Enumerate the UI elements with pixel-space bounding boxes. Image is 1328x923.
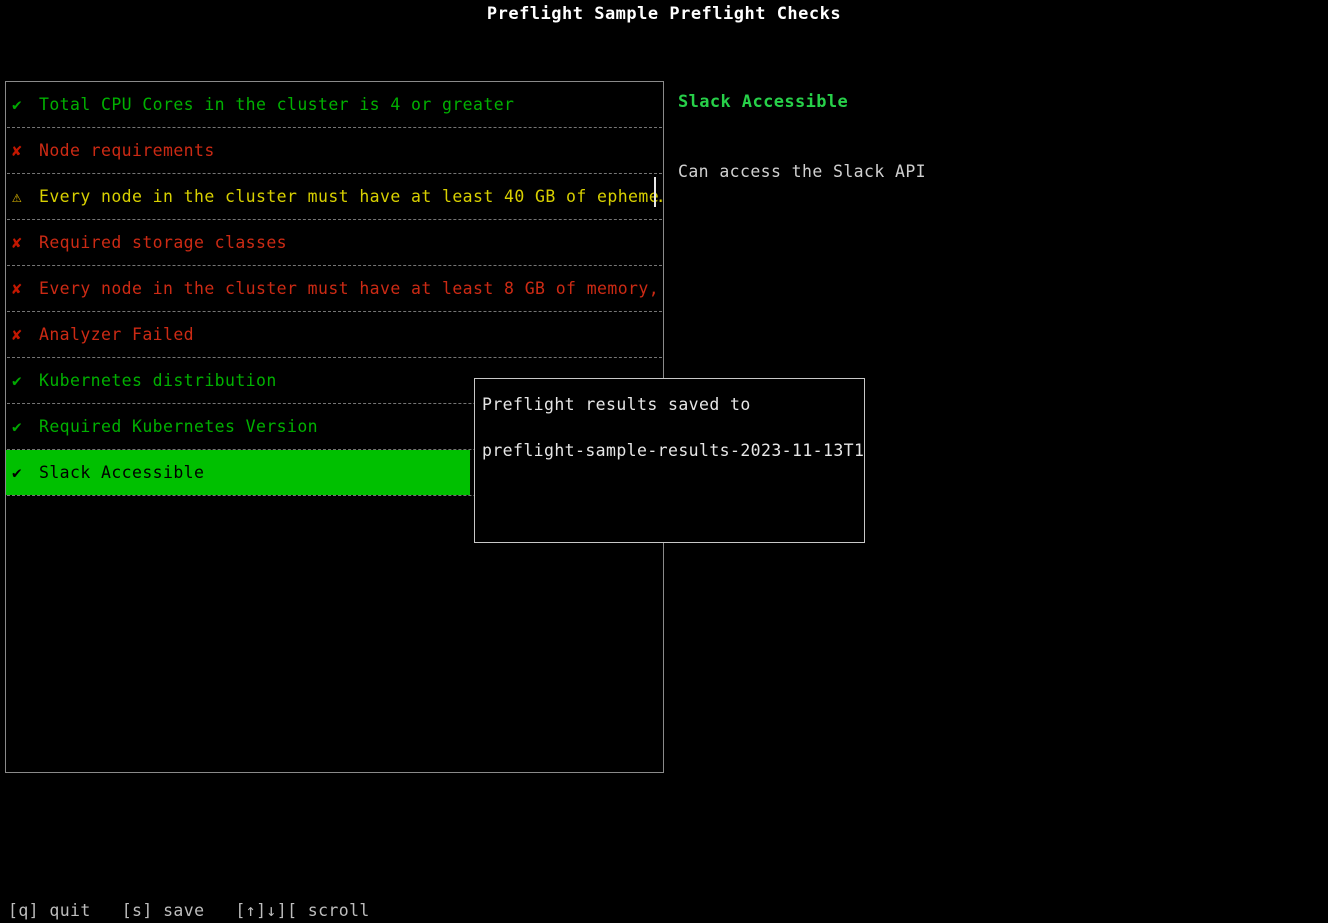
cross-icon: ✘ xyxy=(12,278,22,298)
row-separator xyxy=(7,403,662,404)
check-row-label: Slack Accessible xyxy=(39,463,205,482)
check-row-label: Every node in the cluster must have at l… xyxy=(39,279,663,298)
key-hint[interactable]: [q] quit xyxy=(8,901,91,920)
check-icon: ✔ xyxy=(12,416,22,436)
check-row-label: Node requirements xyxy=(39,141,215,160)
keyboard-hints-bar: [q] quit [s] save [↑]↓][ scroll xyxy=(8,901,370,920)
check-row[interactable]: ✔ Slack Accessible xyxy=(6,450,470,495)
check-row[interactable]: ⚠ Every node in the cluster must have at … xyxy=(6,174,663,219)
check-icon: ✔ xyxy=(12,94,22,114)
check-row-label: Required Kubernetes Version xyxy=(39,417,319,436)
cross-icon: ✘ xyxy=(12,324,22,344)
key-hint-action: save xyxy=(163,901,205,920)
check-row-label: Required storage classes xyxy=(39,233,288,252)
detail-description: Can access the Slack API xyxy=(678,162,927,181)
row-separator xyxy=(7,357,662,358)
key-hint-key: [↑]↓][ xyxy=(235,901,298,920)
check-list-inner: ✔ Total CPU Cores in the cluster is 4 or … xyxy=(6,82,663,772)
check-row[interactable]: ✔ Total CPU Cores in the cluster is 4 or … xyxy=(6,82,663,127)
check-icon: ✔ xyxy=(12,370,22,390)
row-separator xyxy=(7,219,662,220)
cross-icon: ✘ xyxy=(12,140,22,160)
results-saved-dialog[interactable]: Preflight results saved to preflight-sam… xyxy=(474,378,865,543)
cross-icon: ✘ xyxy=(12,232,22,252)
check-row[interactable]: ✘ Node requirements xyxy=(6,128,663,173)
check-row-label: Every node in the cluster must have at l… xyxy=(39,187,663,206)
check-row-label: Analyzer Failed xyxy=(39,325,195,344)
check-icon: ✔ xyxy=(12,462,22,482)
check-detail-panel: Slack Accessible Can access the Slack AP… xyxy=(678,92,1278,181)
key-hint[interactable]: [s] save xyxy=(122,901,205,920)
check-row-label: Kubernetes distribution xyxy=(39,371,277,390)
row-separator xyxy=(7,495,662,496)
check-row-label: Total CPU Cores in the cluster is 4 or g… xyxy=(39,95,515,114)
row-separator xyxy=(7,127,662,128)
key-hint[interactable]: [↑]↓][ scroll xyxy=(235,901,369,920)
check-row[interactable]: ✔ Kubernetes distribution xyxy=(6,358,663,403)
check-row[interactable]: ✘ Required storage classes xyxy=(6,220,663,265)
dialog-filename: preflight-sample-results-2023-11-13T1… xyxy=(482,441,864,460)
page-title: Preflight Sample Preflight Checks xyxy=(486,4,842,24)
key-hint-action: quit xyxy=(49,901,91,920)
row-separator xyxy=(7,265,662,266)
key-hint-key: [q] xyxy=(8,901,40,920)
dialog-message: Preflight results saved to xyxy=(482,395,751,414)
row-separator xyxy=(7,311,662,312)
text-caret xyxy=(654,177,656,207)
key-hint-key: [s] xyxy=(121,901,153,920)
warning-triangle-icon: ⚠ xyxy=(12,186,22,206)
row-separator xyxy=(7,449,662,450)
row-separator xyxy=(7,173,662,174)
check-row[interactable]: ✔ Required Kubernetes Version xyxy=(6,404,663,449)
check-row[interactable]: ✘ Analyzer Failed xyxy=(6,312,663,357)
check-row[interactable]: ✘ Every node in the cluster must have at … xyxy=(6,266,663,311)
key-hint-action: scroll xyxy=(307,901,370,920)
detail-title: Slack Accessible xyxy=(678,92,849,112)
